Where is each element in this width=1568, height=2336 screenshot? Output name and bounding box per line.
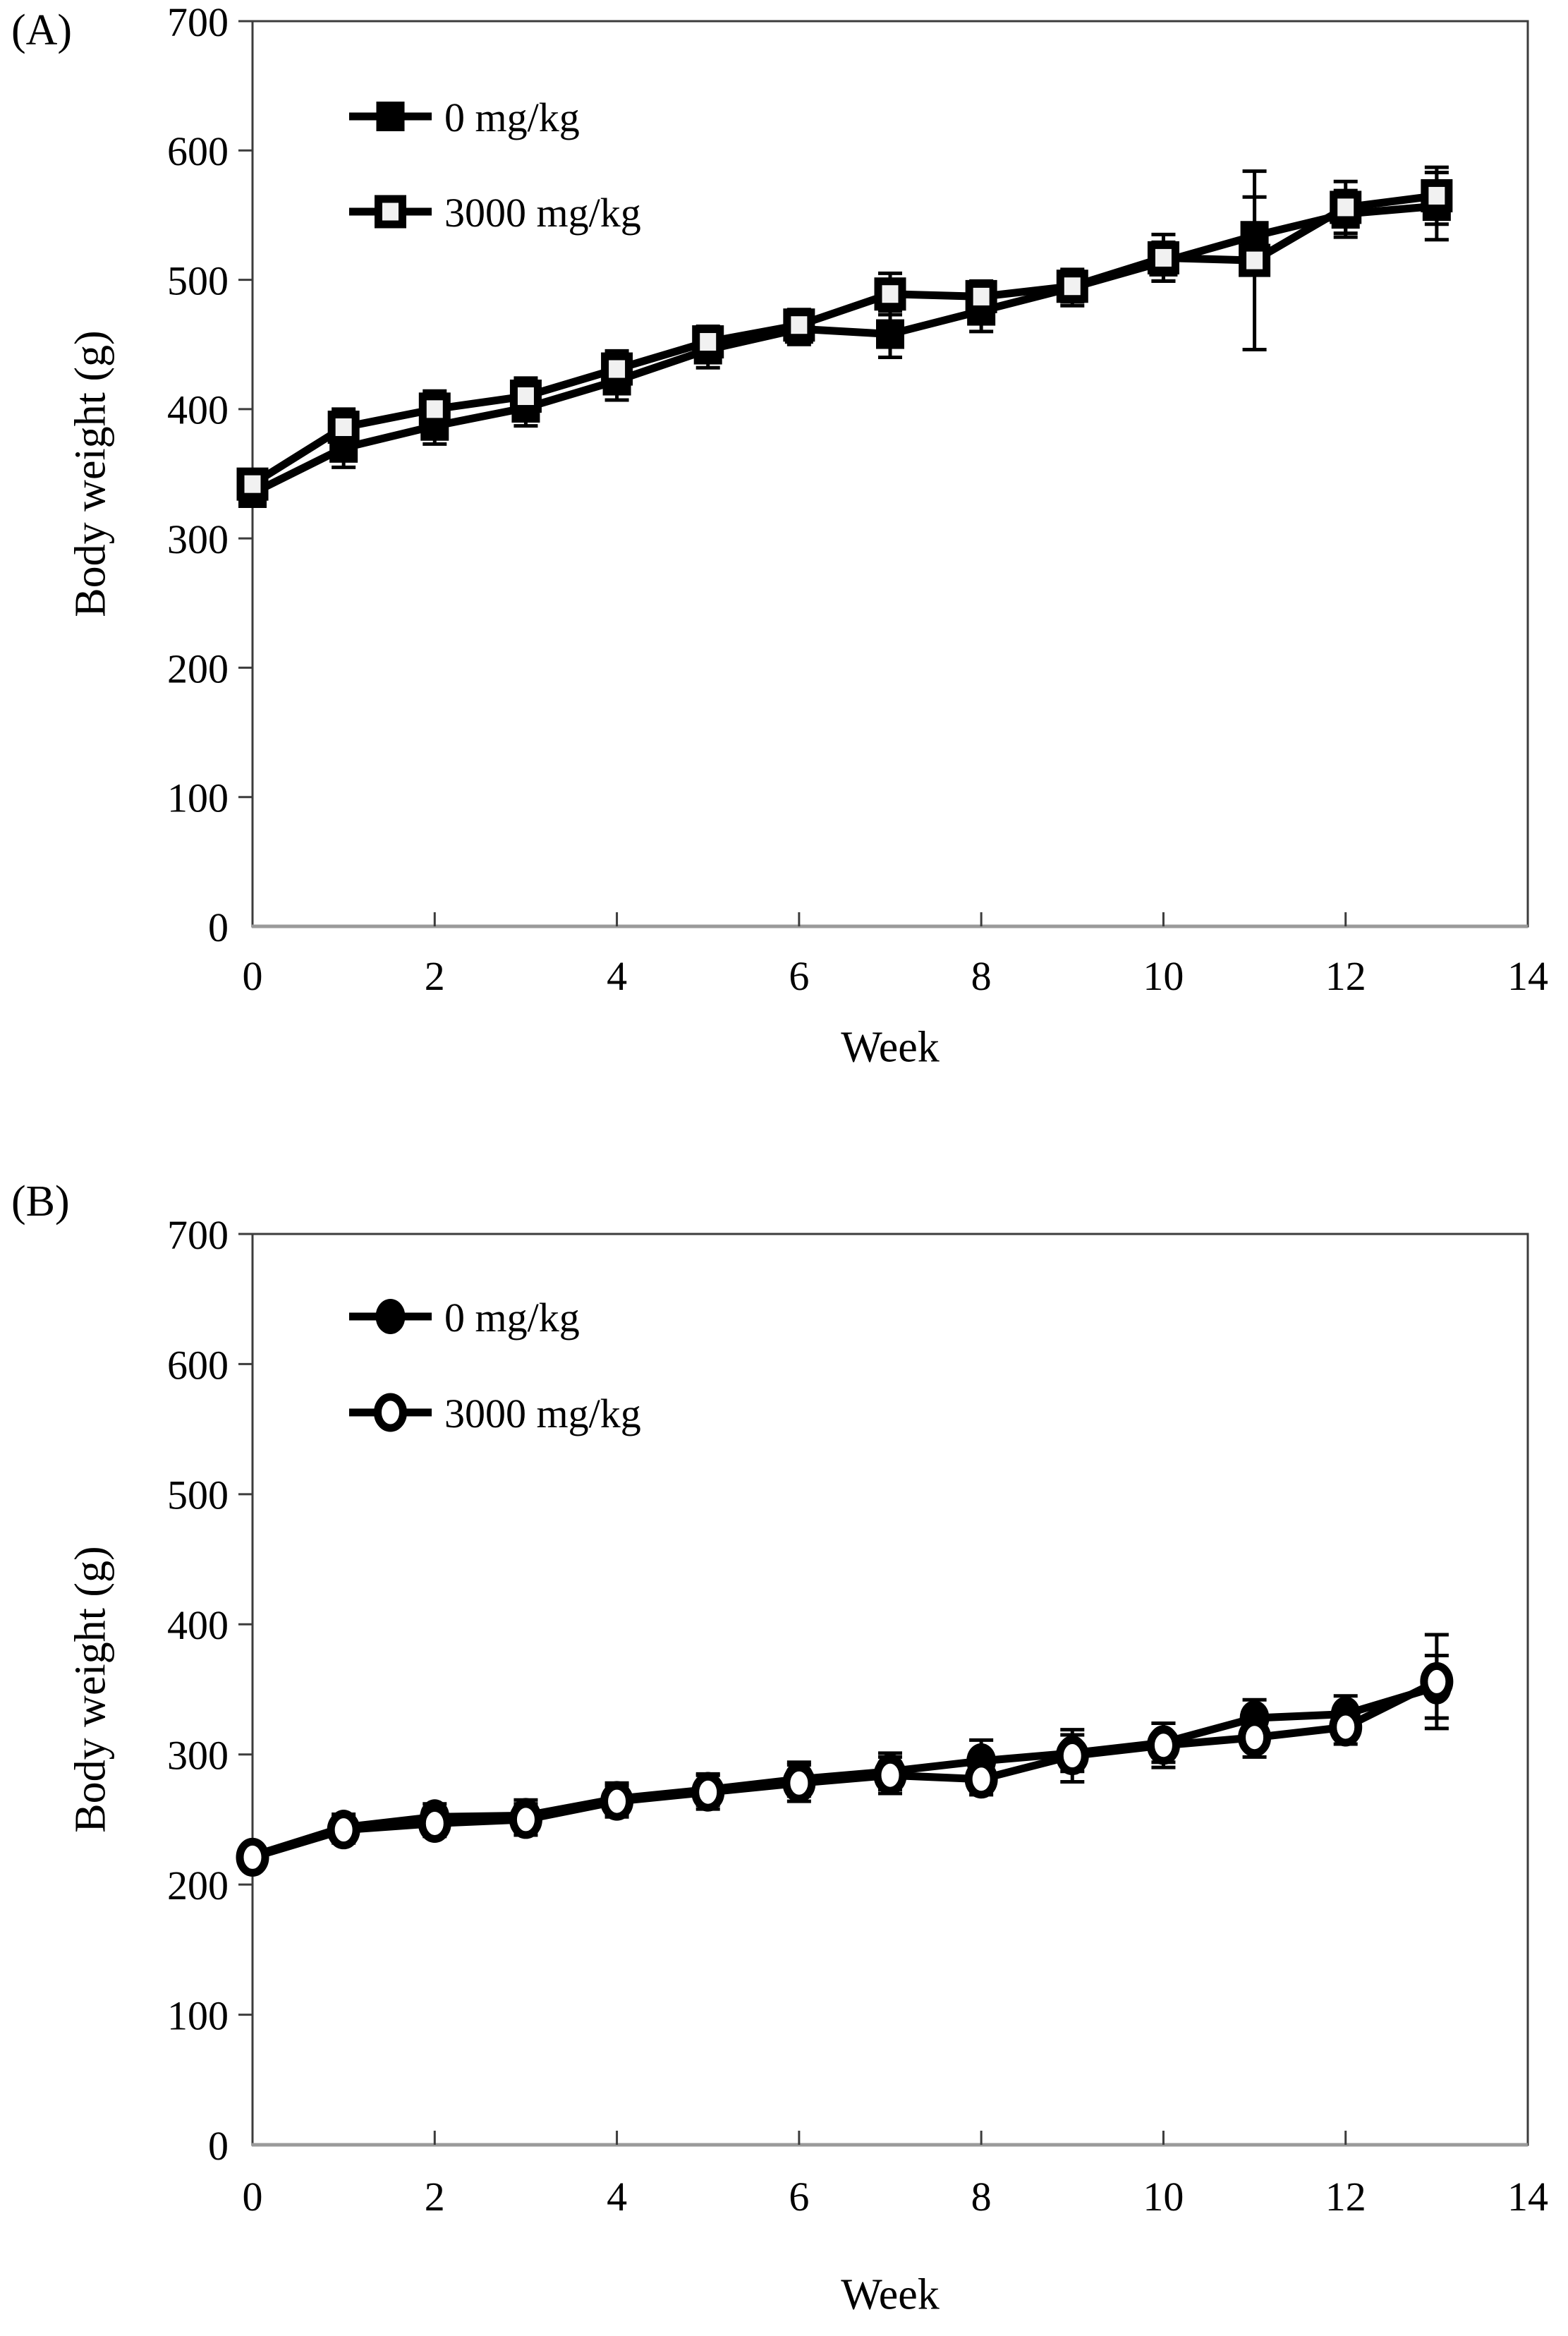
data-point-marker-square-open: [1421, 178, 1453, 212]
x-axis-tick-label: 14: [1507, 2174, 1548, 2220]
y-axis-title: Body weight (g): [66, 330, 114, 617]
data-point-marker-square-open: [692, 325, 724, 359]
y-axis-tick-label: 0: [208, 2123, 229, 2169]
data-point-marker-circle-open: [1146, 1726, 1180, 1765]
data-point-marker-circle-open: [236, 1837, 269, 1877]
x-axis-tick-label: 8: [971, 953, 992, 999]
data-point-marker-circle-open: [374, 1393, 407, 1432]
data-point-marker-square-open: [783, 308, 815, 342]
x-axis-tick-label: 14: [1507, 953, 1548, 999]
panel-b-letter: (B): [11, 1178, 70, 1226]
data-point-marker-square-open: [1330, 190, 1362, 224]
data-point-marker-square-open: [236, 467, 269, 501]
x-axis-tick-label: 12: [1325, 953, 1366, 999]
x-axis-tick-label: 2: [425, 2174, 445, 2220]
panel-b-chart: 0 100 200 300 400 500 600 700 0 2 4 6 8 10 12 14 Body we…: [66, 1212, 1548, 2318]
y-axis-tick-label: 700: [167, 1212, 229, 1258]
y-axis-tick-label: 600: [167, 1342, 229, 1388]
y-axis-title: Body weight (g): [66, 1546, 114, 1832]
y-axis-tick-label: 700: [167, 0, 229, 45]
legend-item: 3000 mg/kg: [349, 1391, 641, 1436]
x-axis-tick-label: 10: [1143, 2174, 1184, 2220]
data-point-marker-square-open: [418, 392, 451, 426]
y-axis-tick-label: 400: [167, 387, 229, 433]
y-axis-tick-label: 500: [167, 258, 229, 303]
data-point-marker-circle-open: [873, 1755, 907, 1795]
data-point-marker-circle-open: [964, 1760, 998, 1799]
legend-item: 3000 mg/kg: [349, 190, 641, 236]
y-axis-tick-label: 200: [167, 1863, 229, 1908]
data-point-marker-circle-open: [691, 1772, 725, 1812]
x-axis-tick-label: 0: [243, 2174, 263, 2220]
y-axis-tick-label: 300: [167, 1733, 229, 1779]
x-axis-tick-label: 4: [607, 953, 627, 999]
y-axis-tick-label: 600: [167, 128, 229, 174]
x-axis-tick-label: 8: [971, 2174, 992, 2220]
data-point-marker-circle-open: [782, 1763, 816, 1803]
y-axis-tick-label: 500: [167, 1472, 229, 1518]
data-point-marker-circle-open: [1420, 1662, 1454, 1701]
data-point-marker-circle-open: [1329, 1707, 1363, 1747]
panel-a-chart: 0 100 200 300 400 500 600 700 0 2 4 6 8 10 12 14 Body we…: [66, 0, 1548, 1071]
data-point-marker-circle-open: [1238, 1718, 1272, 1757]
data-point-marker-square-open: [509, 380, 542, 413]
x-axis-tick-label: 6: [789, 953, 809, 999]
y-axis-tick-label: 200: [167, 646, 229, 691]
data-point-marker-square-open: [1147, 241, 1179, 274]
data-point-marker-circle-open: [1055, 1736, 1089, 1776]
legend-item-label: 3000 mg/kg: [444, 1391, 641, 1436]
y-axis-tick-label: 100: [167, 775, 229, 821]
legend-item-label: 3000 mg/kg: [444, 190, 641, 236]
y-axis-tick-label: 0: [208, 904, 229, 950]
data-point-marker-circle-open: [509, 1800, 542, 1839]
x-axis-tick-label: 0: [243, 953, 263, 999]
data-point-marker-square-open: [1056, 270, 1088, 303]
y-axis-tick-label: 300: [167, 516, 229, 562]
data-point-marker-circle-open: [418, 1803, 451, 1843]
data-point-marker-circle-filled: [375, 1299, 406, 1334]
data-point-marker-square-open: [965, 279, 997, 313]
y-axis-tick-label: 400: [167, 1602, 229, 1648]
data-point-marker-square-filled: [376, 102, 405, 131]
data-point-marker-square-open: [1239, 243, 1271, 277]
data-point-marker-circle-open: [600, 1781, 634, 1821]
data-point-marker-square-open: [601, 352, 633, 386]
x-axis-tick-label: 12: [1325, 2174, 1366, 2220]
plot-border: [251, 1233, 1529, 2146]
legend-item-label: 0 mg/kg: [444, 95, 580, 140]
data-point-marker-square-open: [327, 411, 360, 444]
x-axis-tick-label: 2: [425, 953, 445, 999]
legend-item: 0 mg/kg: [349, 95, 580, 140]
data-point-marker-square-open: [375, 195, 406, 229]
x-axis-title: Week: [841, 2270, 940, 2318]
x-axis-tick-label: 10: [1143, 953, 1184, 999]
x-axis-tick-label: 6: [789, 2174, 809, 2220]
data-point-marker-circle-open: [327, 1810, 360, 1850]
data-point-marker-square-filled: [876, 319, 904, 349]
panel-a-letter: (A): [11, 6, 73, 54]
x-axis-tick-label: 4: [607, 2174, 627, 2220]
y-axis-tick-label: 100: [167, 1992, 229, 2038]
data-point-marker-square-open: [874, 277, 906, 311]
legend-item-label: 0 mg/kg: [444, 1295, 580, 1341]
plot-border: [251, 20, 1529, 928]
x-axis-title: Week: [841, 1023, 940, 1071]
legend-item: 0 mg/kg: [349, 1295, 580, 1341]
